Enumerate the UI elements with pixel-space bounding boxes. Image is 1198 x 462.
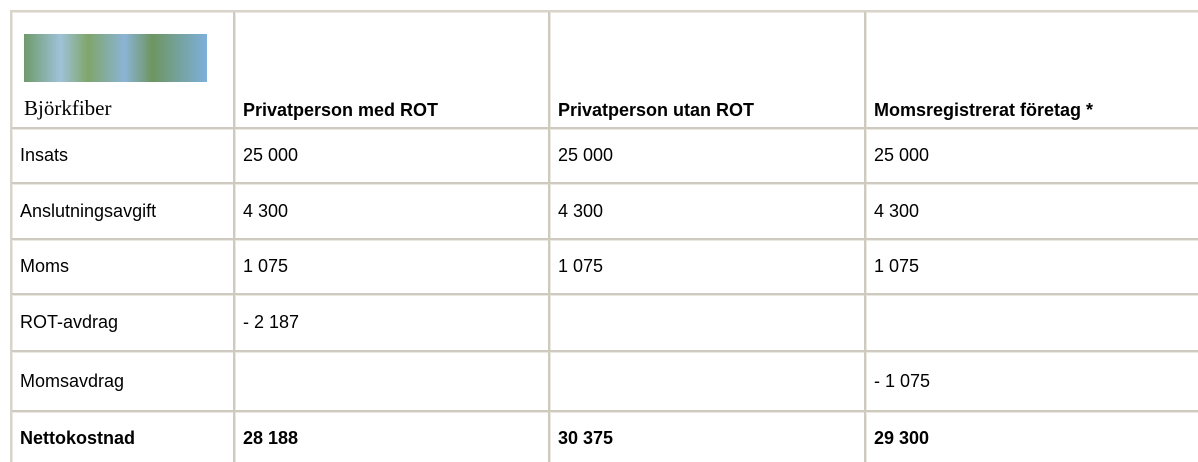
- column-header: Privatperson utan ROT: [550, 12, 866, 129]
- table-cell: 4 300: [550, 184, 866, 240]
- header-row: Björkfiber Privatperson med ROT Privatpe…: [12, 12, 1198, 129]
- table-cell: 25 000: [550, 129, 866, 184]
- logo-image: [24, 34, 207, 82]
- table-cell: [235, 352, 550, 412]
- row-label: Momsavdrag: [12, 352, 235, 412]
- price-table: Björkfiber Privatperson med ROT Privatpe…: [10, 10, 1198, 462]
- table-cell: 4 300: [866, 184, 1198, 240]
- table-cell: 1 075: [866, 240, 1198, 295]
- table-row: Momsavdrag - 1 075: [12, 352, 1198, 412]
- page: Björkfiber Privatperson med ROT Privatpe…: [0, 0, 1198, 462]
- table-cell: - 2 187: [235, 295, 550, 352]
- row-label: Anslutningsavgift: [12, 184, 235, 240]
- logo-cell: Björkfiber: [12, 12, 235, 129]
- table-cell: 25 000: [235, 129, 550, 184]
- table-cell: 28 188: [235, 412, 550, 462]
- table-cell: 25 000: [866, 129, 1198, 184]
- table-cell: [550, 352, 866, 412]
- table-row: ROT-avdrag- 2 187: [12, 295, 1198, 352]
- row-label: ROT-avdrag: [12, 295, 235, 352]
- table-cell: 1 075: [550, 240, 866, 295]
- table-cell: [550, 295, 866, 352]
- column-header: Momsregistrerat företag *: [866, 12, 1198, 129]
- logo-text: Björkfiber: [20, 96, 225, 121]
- row-label: Moms: [12, 240, 235, 295]
- table-cell: 1 075: [235, 240, 550, 295]
- table-body: Björkfiber Privatperson med ROT Privatpe…: [12, 12, 1198, 462]
- table-cell: 29 300: [866, 412, 1198, 462]
- table-cell: - 1 075: [866, 352, 1198, 412]
- column-header: Privatperson med ROT: [235, 12, 550, 129]
- table-cell: [866, 295, 1198, 352]
- table-cell: 4 300: [235, 184, 550, 240]
- table-cell: 30 375: [550, 412, 866, 462]
- row-label: Nettokostnad: [12, 412, 235, 462]
- row-label: Insats: [12, 129, 235, 184]
